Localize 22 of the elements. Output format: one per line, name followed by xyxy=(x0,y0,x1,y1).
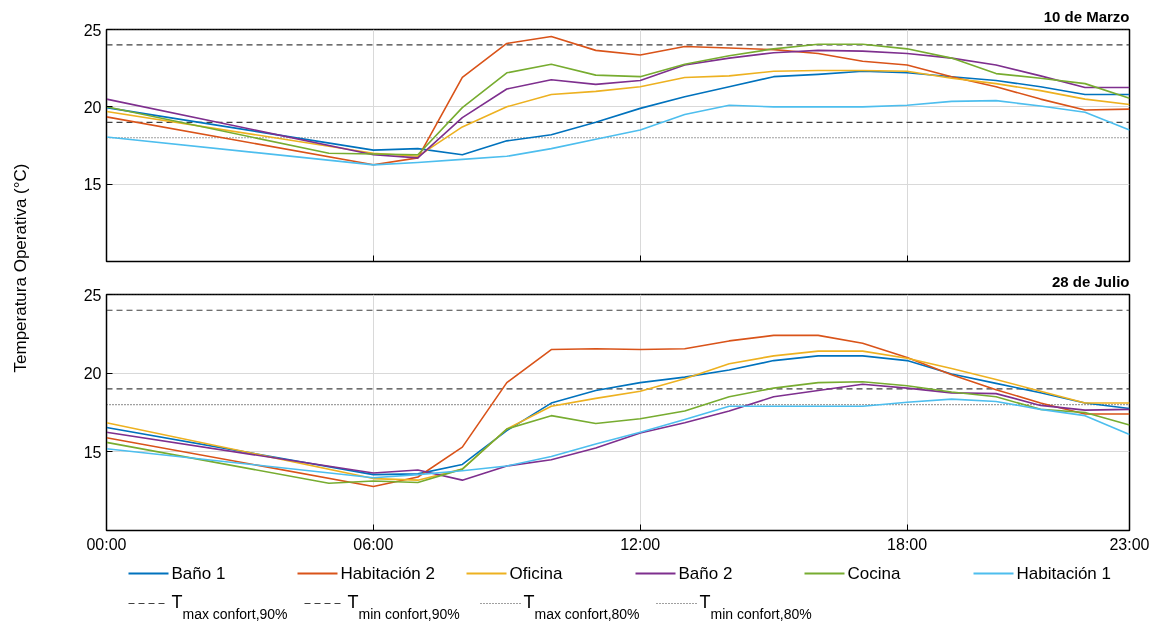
x-tick-label: 23:00 xyxy=(1109,535,1150,553)
chart-title: 10 de Marzo xyxy=(1043,7,1130,25)
y-tick-label: 20 xyxy=(83,98,102,116)
y-tick-label: 15 xyxy=(83,176,102,194)
chart-title: 28 de Julio xyxy=(1051,272,1130,290)
legend-label: Cocina xyxy=(847,564,901,583)
line-series xyxy=(106,398,1130,479)
legend-label: Baño 1 xyxy=(171,564,226,583)
x-tick-label: 18:00 xyxy=(887,535,928,553)
y-axis-title: Temperatura Operativa (°C) xyxy=(11,163,30,373)
y-tick-label: 25 xyxy=(83,286,102,304)
line-series xyxy=(106,99,1130,166)
x-tick-label: 12:00 xyxy=(620,535,661,553)
y-tick-label: 20 xyxy=(83,365,102,383)
x-tick-label: 06:00 xyxy=(353,535,394,553)
x-tick-label: 00:00 xyxy=(86,535,127,553)
legend-label: Baño 2 xyxy=(678,564,733,583)
legend-label: Habitación 2 xyxy=(340,564,436,583)
y-tick-label: 15 xyxy=(83,443,102,461)
legend-label: Habitación 1 xyxy=(1016,564,1112,583)
y-tick-label: 25 xyxy=(83,21,102,39)
legend-label: Oficina xyxy=(509,564,563,583)
